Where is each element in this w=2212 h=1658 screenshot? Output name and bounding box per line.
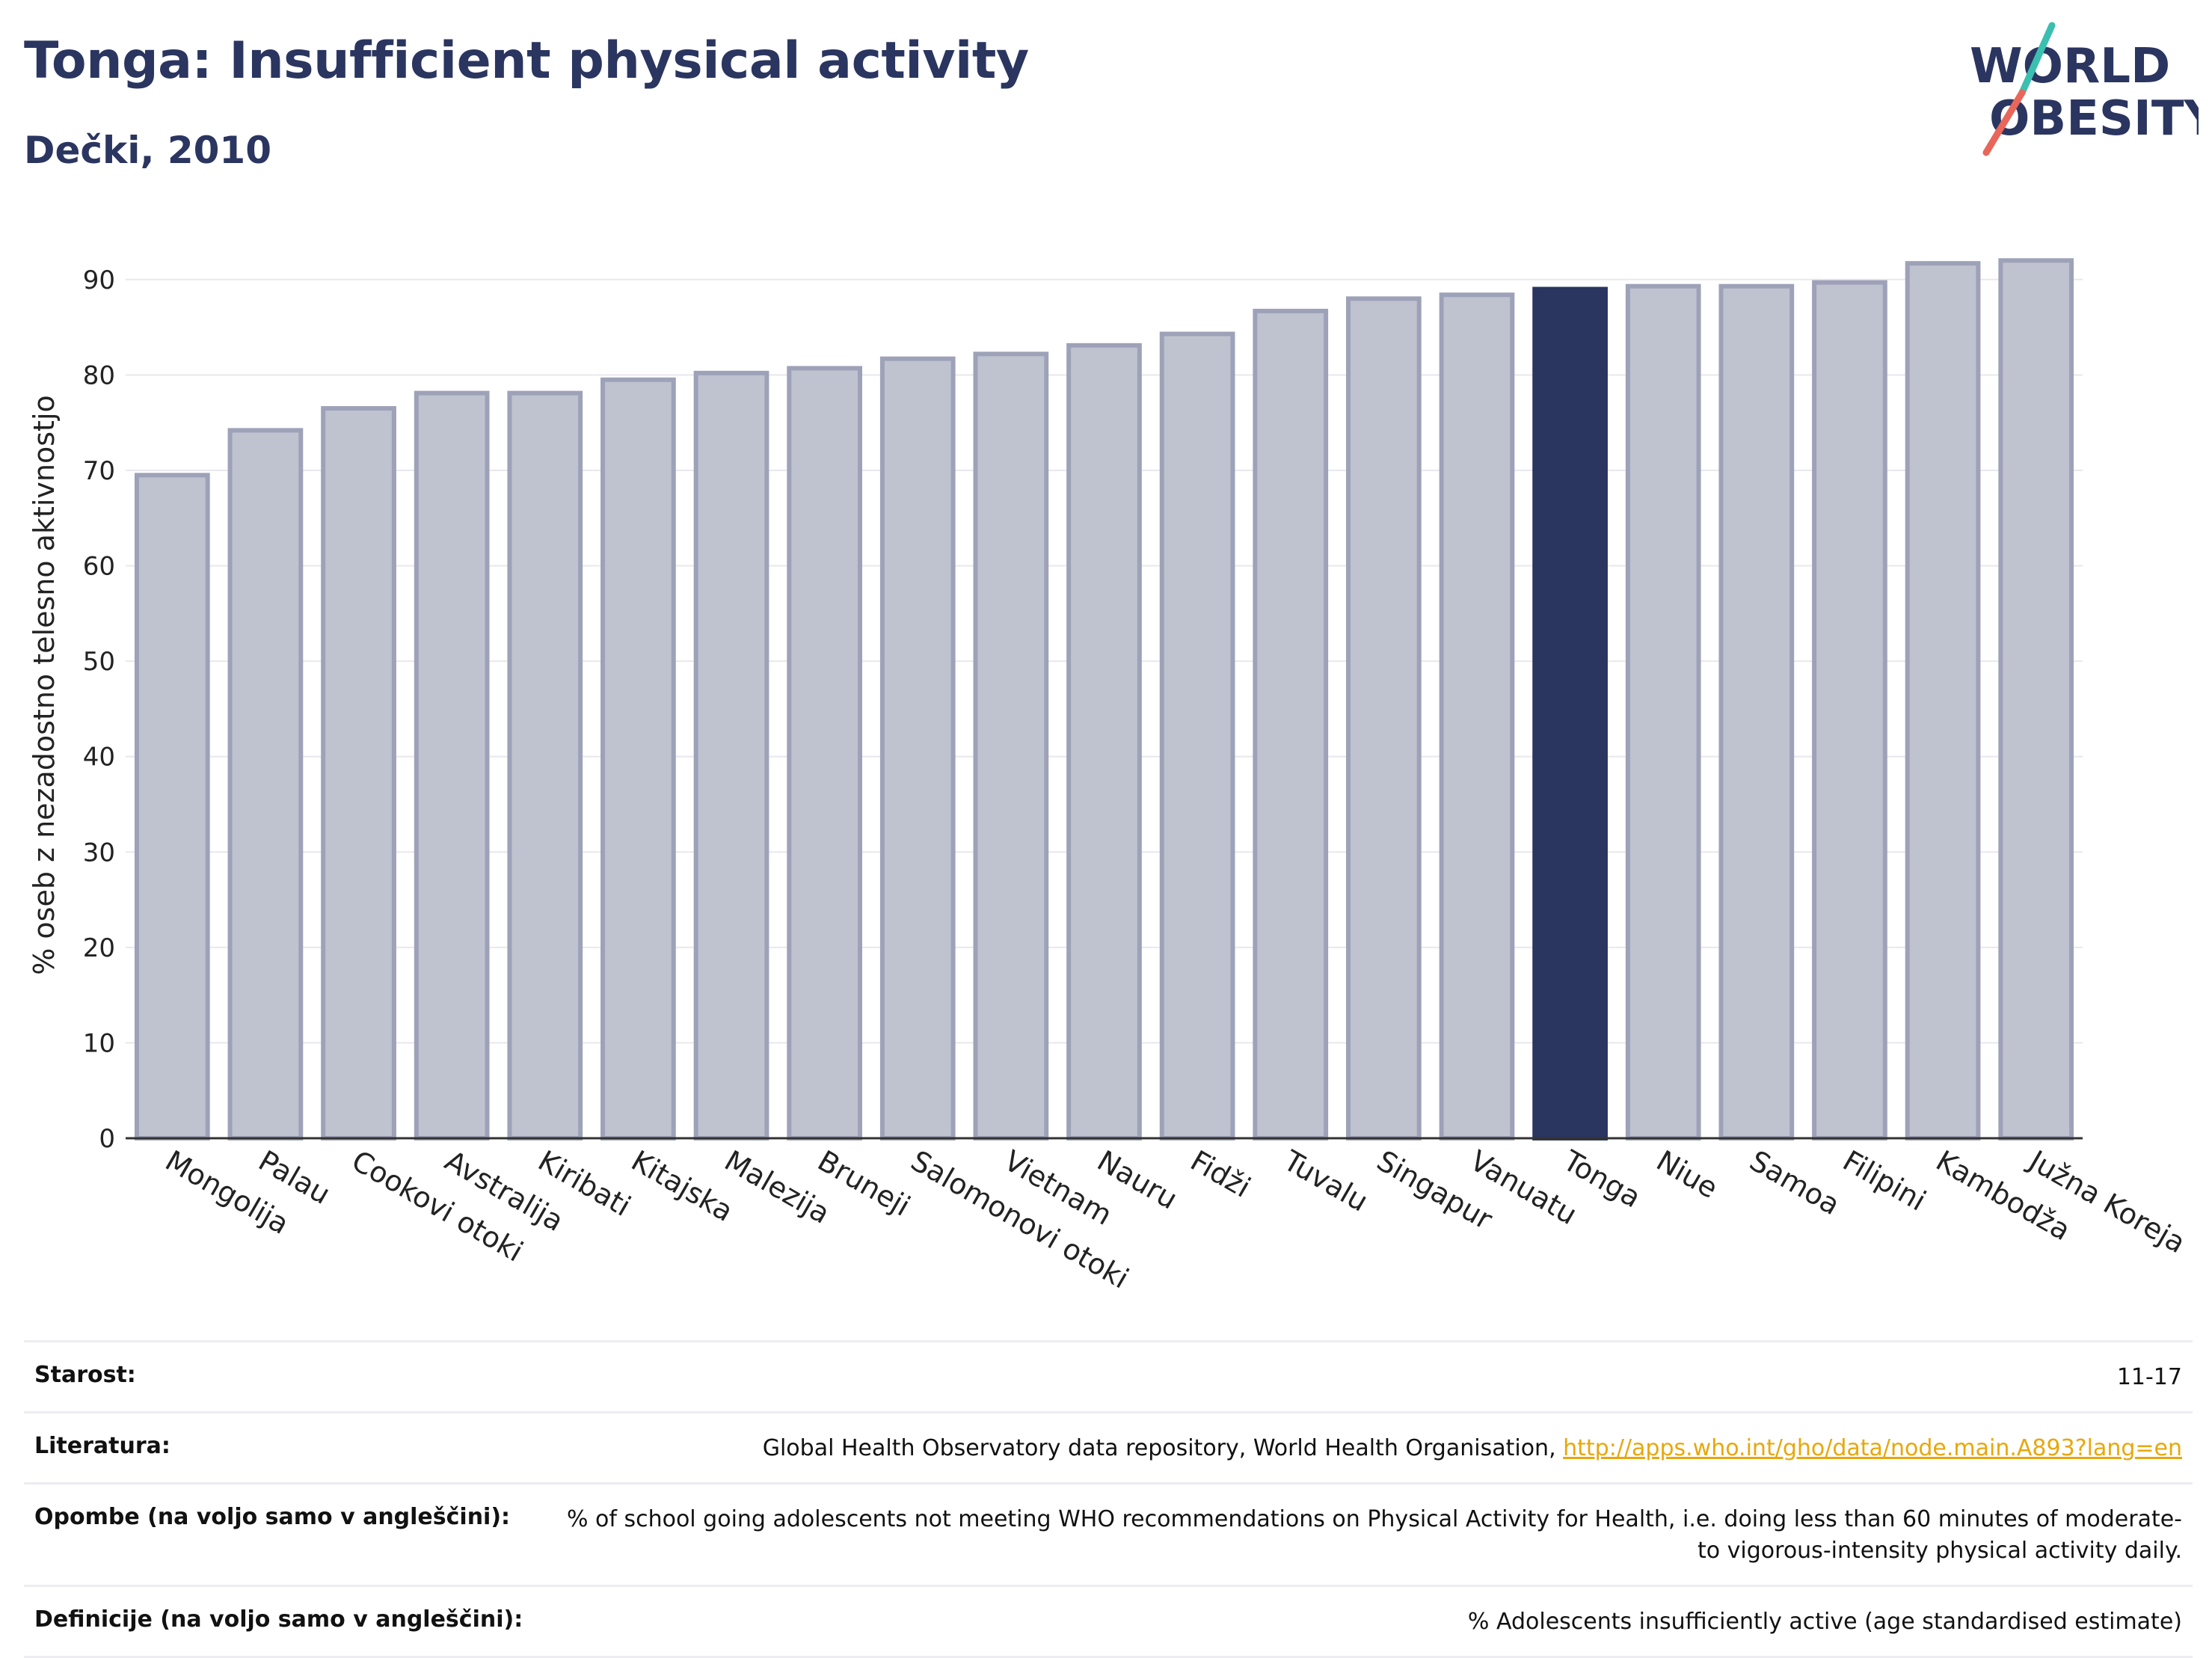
y-tick-label: 70 <box>83 456 115 486</box>
bar-palau <box>227 428 304 1140</box>
bar-nauru <box>1066 343 1142 1140</box>
y-tick-label: 80 <box>83 360 115 390</box>
meta-value: Global Health Observatory data repositor… <box>763 1433 2182 1464</box>
source-text: Global Health Observatory data repositor… <box>762 1435 1564 1461</box>
logo-line2: OBESITY <box>1989 91 2199 147</box>
meta-value: % of school going adolescents not meetin… <box>566 1506 2182 1564</box>
logo-slash-top <box>2018 22 2056 96</box>
bar-malezija <box>693 370 769 1140</box>
x-tick-label: Niue <box>1651 1144 1724 1205</box>
bar-kambodža <box>1905 261 1981 1140</box>
bar-cookovi-otoki <box>321 406 396 1140</box>
logo-line1: WORLD <box>1970 39 2170 94</box>
bar-fidži <box>1159 331 1235 1140</box>
bar-avstralija <box>414 390 490 1140</box>
y-tick-label: 30 <box>83 838 115 868</box>
y-tick-label: 20 <box>83 933 115 963</box>
meta-row-notes: Opombe (na voljo samo v angleščini): % o… <box>24 1482 2193 1585</box>
y-tick-label: 50 <box>83 647 115 677</box>
meta-label: Starost: <box>34 1362 136 1388</box>
bar-kitajska <box>600 377 676 1140</box>
page-title: Tonga: Insufficient physical activity <box>24 31 1029 90</box>
x-tick-label: Fidži <box>1185 1144 1256 1204</box>
page-subtitle: Dečki, 2010 <box>24 129 272 172</box>
bar-tonga <box>1532 286 1608 1140</box>
logo-slash-bottom <box>1982 89 2026 156</box>
y-tick-label: 60 <box>83 552 115 582</box>
bar-niue <box>1625 283 1701 1141</box>
meta-row-definitions: Definicije (na voljo samo v angleščini):… <box>24 1585 2193 1658</box>
bar-mongolija <box>134 473 210 1140</box>
y-axis-title: % oseb z nezadostno telesno aktivnostjo <box>28 395 61 975</box>
metadata-table: Starost: 11-17 Literatura: Global Health… <box>24 1340 2193 1658</box>
y-tick-label: 40 <box>83 743 115 773</box>
meta-value: 11-17 <box>2116 1364 2182 1390</box>
bar-samoa <box>1718 283 1795 1141</box>
world-obesity-logo: WORLD OBESITY <box>1970 22 2199 156</box>
meta-value: % Adolescents insufficiently active (age… <box>1467 1609 2182 1635</box>
bar-vietnam <box>973 351 1049 1141</box>
y-tick-label: 90 <box>83 265 115 295</box>
bar-južna-koreja <box>1998 258 2074 1140</box>
bar-singapur <box>1346 296 1422 1140</box>
source-link[interactable]: http://apps.who.int/gho/data/node.main.A… <box>1563 1435 2182 1461</box>
meta-label: Definicije (na voljo samo v angleščini): <box>34 1606 523 1633</box>
bar-vanuatu <box>1439 292 1515 1140</box>
bar-filipini <box>1812 280 1887 1141</box>
meta-row-age: Starost: 11-17 <box>24 1340 2193 1411</box>
meta-label: Opombe (na voljo samo v angleščini): <box>34 1504 511 1530</box>
y-tick-label: 0 <box>99 1124 115 1154</box>
meta-label: Literatura: <box>34 1433 170 1459</box>
bar-salomonovi-otoki <box>879 356 956 1140</box>
x-tick-label: Tuvalu <box>1277 1143 1373 1218</box>
y-tick-label: 10 <box>83 1028 115 1058</box>
meta-row-source: Literatura: Global Health Observatory da… <box>24 1411 2193 1482</box>
bar-kiribati <box>507 390 583 1140</box>
x-tick-label: Kitajska <box>626 1144 739 1228</box>
x-tick-label: Malezija <box>719 1144 836 1230</box>
bar-bruneji <box>787 366 862 1141</box>
x-tick-label: Samoa <box>1744 1144 1845 1222</box>
bar-tuvalu <box>1253 308 1329 1141</box>
x-tick-label: Filipini <box>1837 1144 1932 1218</box>
